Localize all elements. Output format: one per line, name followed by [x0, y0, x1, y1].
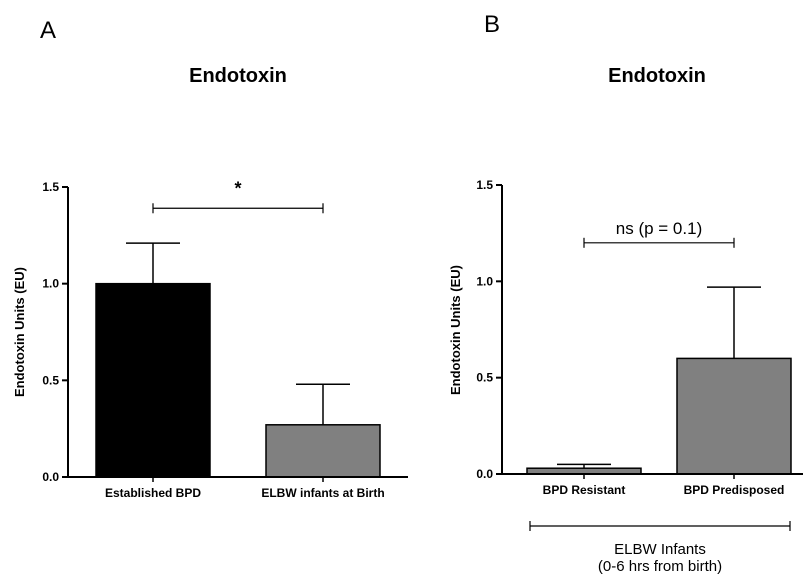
panel-label: A: [40, 17, 56, 44]
significance-label: *: [234, 178, 241, 198]
chart-title: Endotoxin: [189, 65, 287, 87]
y-tick-label: 1.5: [476, 178, 493, 192]
panel-a: A Endotoxin Endotoxin Units (EU) Establi…: [12, 17, 408, 500]
y-tick-label: 0.0: [476, 467, 493, 481]
chart-title: Endotoxin: [608, 65, 706, 87]
plot-area: Established BPD ELBW infants at Birth 0.0 0…: [42, 178, 408, 500]
x-tick-label: Established BPD: [105, 486, 201, 500]
group-label: ELBW Infants: [614, 541, 706, 558]
x-tick-label: BPD Predisposed: [684, 483, 785, 497]
group-label: (0-6 hrs from birth): [598, 558, 722, 575]
bar: [676, 357, 792, 475]
bar: [95, 282, 211, 478]
panel-b: B Endotoxin Endotoxin Units (EU) BPD Res…: [448, 11, 803, 575]
x-tick-label: BPD Resistant: [543, 483, 626, 497]
bar: [265, 424, 381, 478]
y-tick-label: 1.0: [42, 277, 59, 291]
y-axis-label: Endotoxin Units (EU): [448, 265, 463, 395]
y-axis-label: Endotoxin Units (EU): [12, 267, 27, 397]
x-tick-label: ELBW infants at Birth: [261, 486, 384, 500]
y-tick-label: 0.5: [42, 373, 59, 387]
y-tick-label: 0.0: [42, 470, 59, 484]
plot-area: BPD Resistant BPD Predisposed 0.0 0.5 1.0 1.5…: [476, 178, 803, 575]
panel-label: B: [484, 11, 500, 38]
y-tick-label: 1.5: [42, 180, 59, 194]
significance-label: ns (p = 0.1): [616, 219, 702, 238]
y-tick-label: 1.0: [476, 274, 493, 288]
y-tick-label: 0.5: [476, 371, 493, 385]
